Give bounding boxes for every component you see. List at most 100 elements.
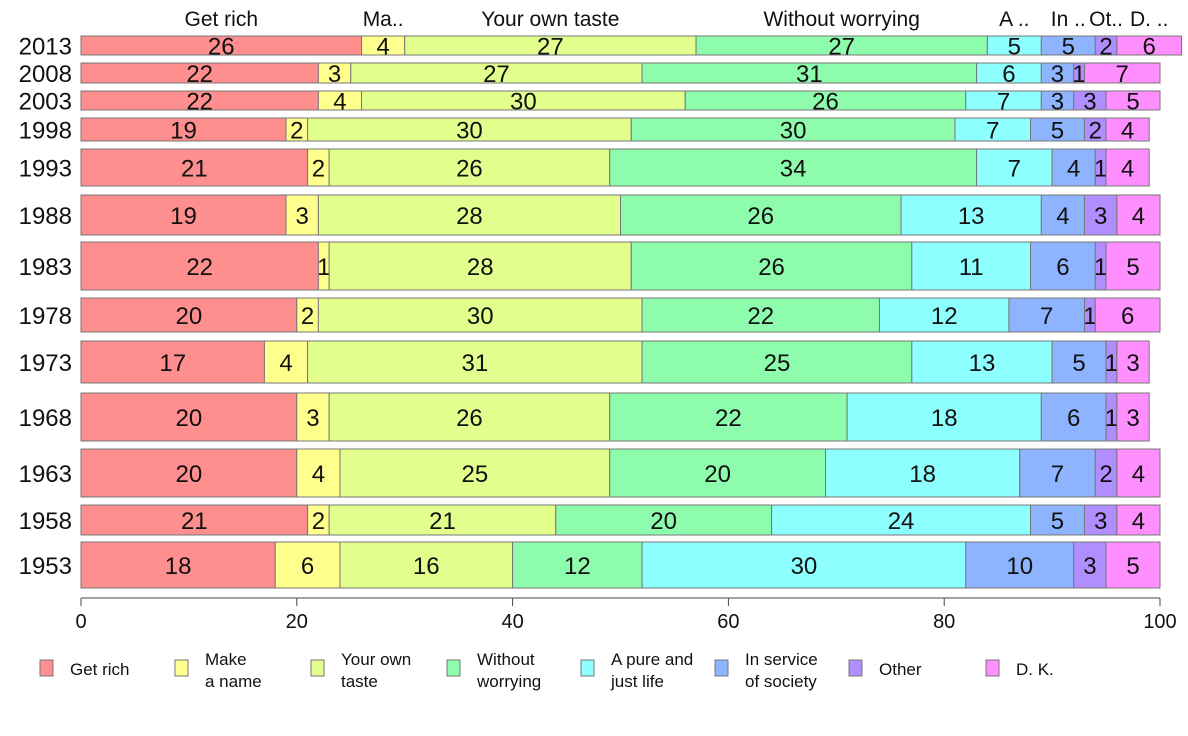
bar-segment [339, 541, 514, 589]
data-label: 7 [986, 118, 999, 145]
x-tick-label: 20 [286, 611, 308, 633]
data-label: 3 [1126, 405, 1139, 432]
bar-segment [296, 448, 341, 498]
y-tick-label: 2003 [19, 89, 72, 116]
bar-segment [1030, 241, 1096, 291]
data-label: 3 [1083, 89, 1096, 116]
data-label: 20 [176, 461, 203, 488]
data-label: 7 [1051, 461, 1064, 488]
bar-segment [1094, 297, 1161, 333]
bar-segment [1083, 194, 1118, 236]
legend-swatch [985, 659, 1000, 677]
data-label: 25 [461, 461, 488, 488]
bar-segment [1040, 392, 1107, 442]
bar-segment [1116, 35, 1183, 56]
legend-label: Your own [341, 650, 411, 669]
data-label: 13 [969, 350, 996, 377]
bar-segment [512, 541, 643, 589]
y-tick-label: 1978 [19, 303, 72, 330]
data-label: 2 [1099, 34, 1112, 61]
bar-segment [555, 504, 773, 536]
bar-segment [263, 340, 309, 384]
data-label: 21 [181, 156, 208, 183]
bar-segment [1105, 541, 1161, 589]
data-label: 30 [791, 553, 818, 580]
bar-segment [80, 194, 287, 236]
data-label: 6 [301, 553, 314, 580]
y-tick-label: 1963 [19, 461, 72, 488]
bar-segment [1051, 340, 1107, 384]
top-series-label: Your own taste [481, 8, 619, 31]
bar-segment [1083, 62, 1161, 84]
data-label: 7 [1040, 303, 1053, 330]
data-label: 1 [1105, 405, 1118, 432]
top-series-label: Get rich [185, 8, 259, 31]
data-label: 1 [1105, 350, 1118, 377]
top-series-label: Ot.. [1089, 8, 1123, 31]
data-label: 3 [328, 61, 341, 88]
data-label: 4 [1121, 156, 1134, 183]
data-label: 5 [1072, 350, 1085, 377]
legend-label: Other [879, 660, 922, 679]
data-label: 5 [1051, 508, 1064, 535]
data-label: 22 [186, 89, 213, 116]
legend-label: worrying [476, 672, 541, 691]
top-series-label: Ma.. [363, 8, 404, 31]
data-label: 7 [1116, 61, 1129, 88]
data-label: 18 [931, 405, 958, 432]
bar-segment [328, 241, 632, 291]
data-label: 5 [1126, 553, 1139, 580]
data-label: 1 [317, 254, 330, 281]
y-tick-label: 1983 [19, 254, 72, 281]
bar-segment [80, 297, 298, 333]
legend-label: A pure and [611, 650, 693, 669]
bar-segment [1105, 148, 1150, 187]
bar-segment [878, 297, 1010, 333]
data-label: 12 [564, 553, 591, 580]
data-label: 4 [1132, 508, 1145, 535]
data-label: 4 [1132, 203, 1145, 230]
bar-segment [317, 194, 621, 236]
legend-label: In service [745, 650, 818, 669]
legend-label: of society [745, 672, 817, 691]
bar-segment [1040, 194, 1085, 236]
legend-label: Get rich [70, 660, 130, 679]
bar-segment [80, 148, 309, 187]
legend-swatch [310, 659, 325, 677]
data-label: 31 [461, 350, 488, 377]
bar-segment [1073, 541, 1107, 589]
data-label: 30 [467, 303, 494, 330]
data-label: 20 [176, 405, 203, 432]
bar-segment [285, 194, 319, 236]
data-label: 1 [1072, 61, 1085, 88]
data-label: 24 [888, 508, 915, 535]
data-label: 18 [909, 461, 936, 488]
data-label: 13 [958, 203, 985, 230]
data-label: 19 [170, 118, 197, 145]
bar-segment [80, 241, 319, 291]
data-label: 3 [1126, 350, 1139, 377]
data-label: 6 [1056, 254, 1069, 281]
data-label: 26 [812, 89, 839, 116]
y-tick-label: 1993 [19, 156, 72, 183]
data-label: 22 [186, 61, 213, 88]
data-label: 12 [931, 303, 958, 330]
legend-label: taste [341, 672, 378, 691]
bar-segment [328, 504, 557, 536]
data-label: 2 [1099, 461, 1112, 488]
bar-segment [620, 194, 902, 236]
data-label: 28 [456, 203, 483, 230]
bar-segment [911, 340, 1053, 384]
data-label: 4 [279, 350, 292, 377]
legend-swatch [848, 659, 863, 677]
bar-segment [80, 541, 276, 589]
bar-segment [1116, 340, 1150, 384]
data-label: 30 [780, 118, 807, 145]
data-label: 2 [301, 303, 314, 330]
data-label: 2 [290, 118, 303, 145]
bar-segment [1030, 504, 1085, 536]
y-tick-label: 1988 [19, 203, 72, 230]
data-label: 6 [1002, 61, 1015, 88]
bar-segment [1116, 448, 1161, 498]
